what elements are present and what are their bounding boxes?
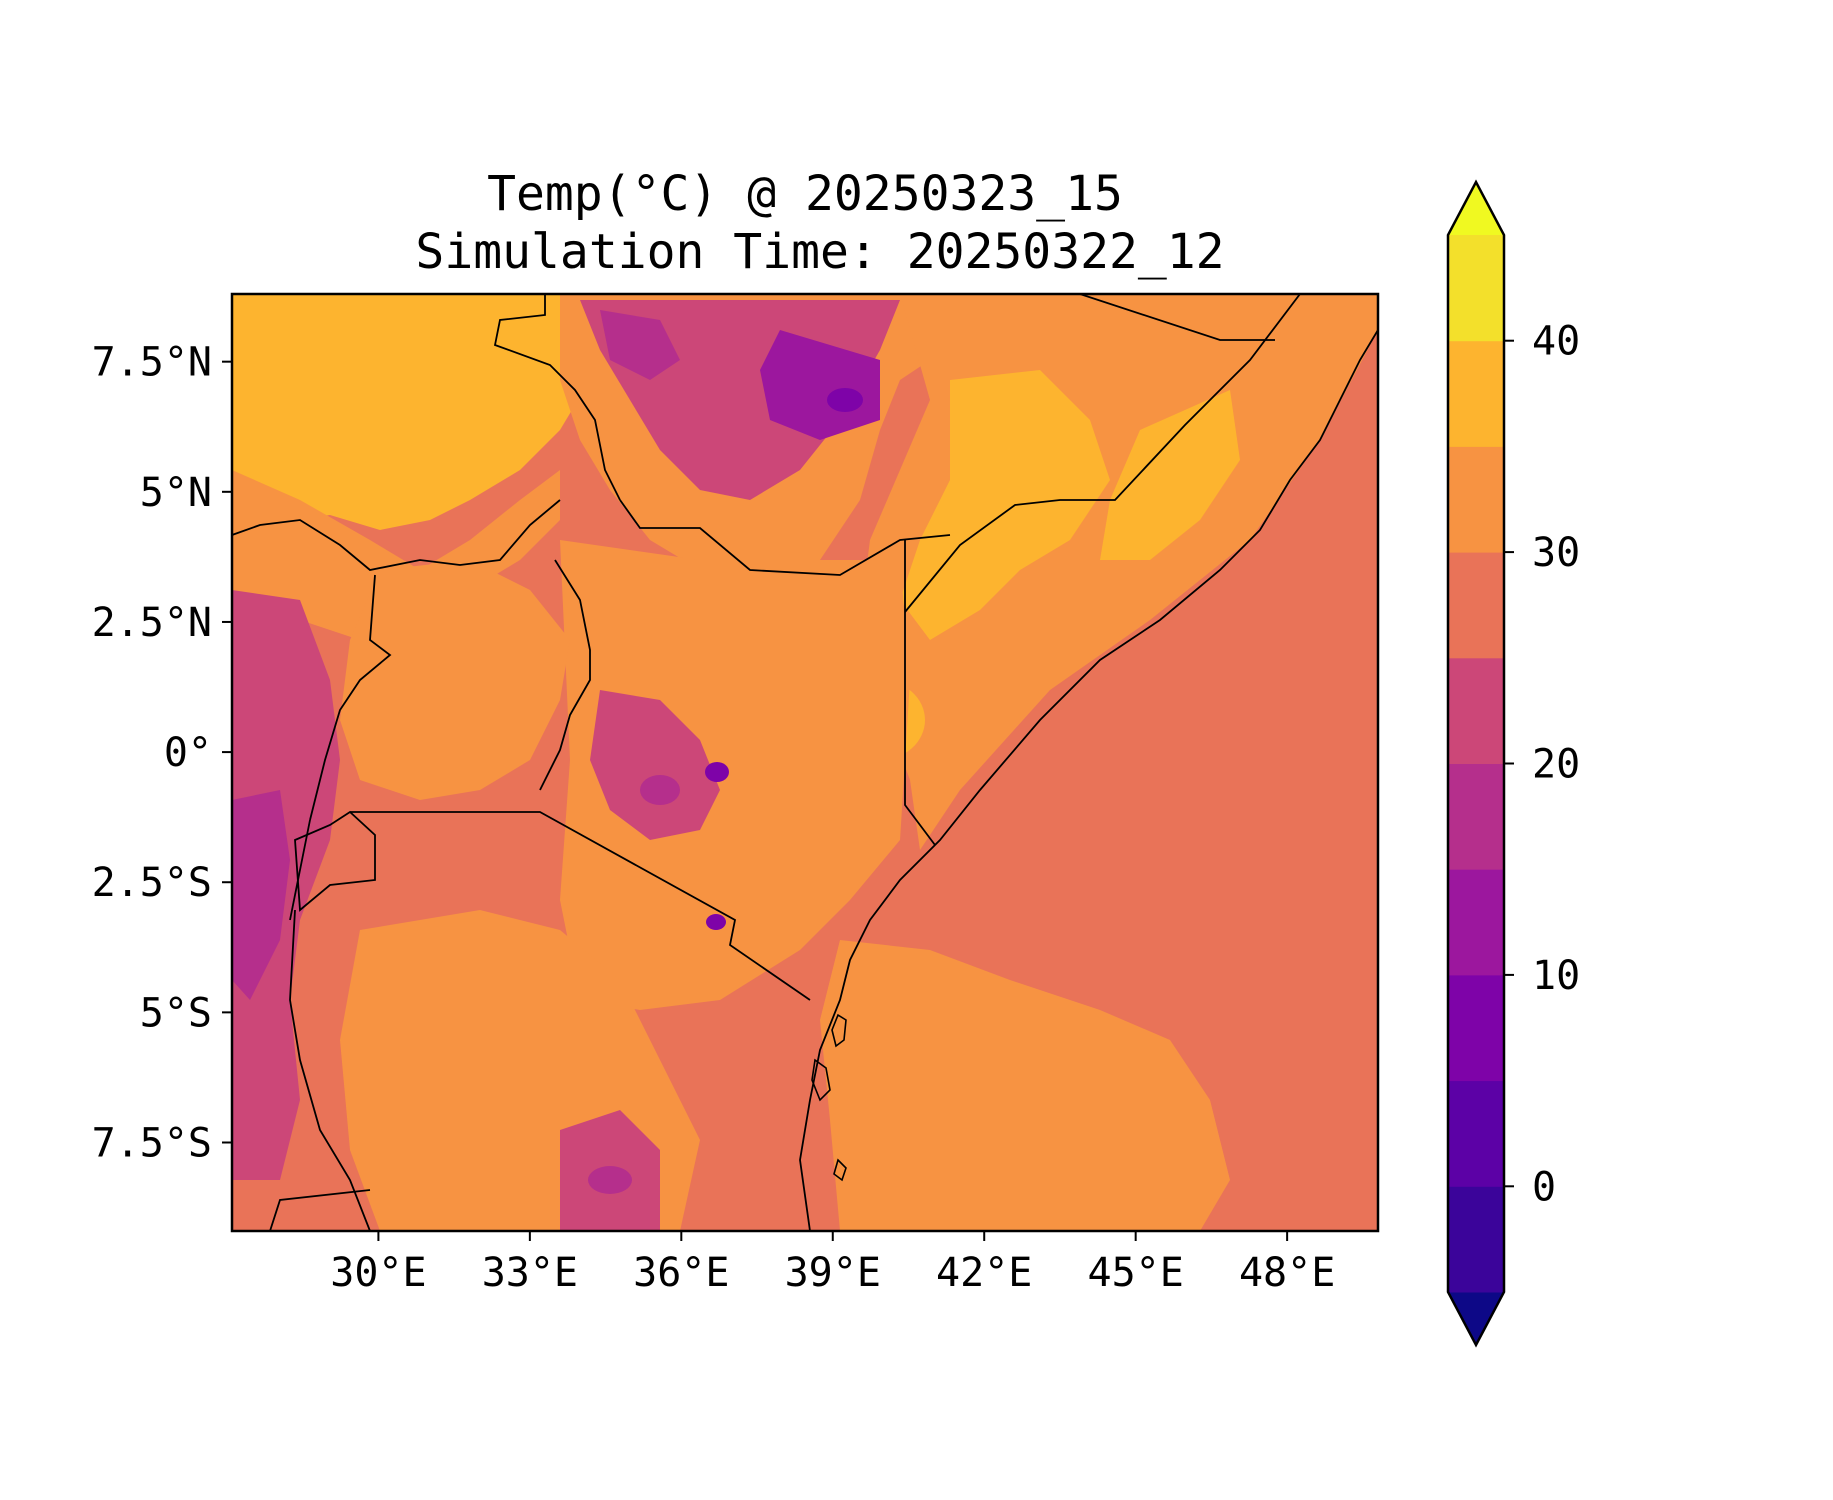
colorbar-bin xyxy=(1448,235,1504,342)
region-tanzania-cold-spot xyxy=(588,1166,632,1194)
border-rwanda-burundi xyxy=(294,810,376,912)
colorbar-tick-label: 30 xyxy=(1532,530,1580,576)
title-line-1: Temp(°C) @ 20250323_15 xyxy=(487,166,1123,222)
colorbar-tick-label: 20 xyxy=(1532,742,1580,788)
lon-tick-label: 39°E xyxy=(785,1250,881,1296)
colorbar-extend-low xyxy=(1448,1292,1504,1345)
border-kenya-ethiopia xyxy=(619,499,951,576)
colorbar-bin xyxy=(1448,552,1504,659)
region-somali-hot-1 xyxy=(900,370,1110,640)
islands xyxy=(811,1013,847,1182)
region-ocean-warm-patch xyxy=(820,940,1230,1231)
lat-tick-label: 0° xyxy=(164,730,212,776)
region-uganda xyxy=(340,560,570,800)
region-western-rift-cool xyxy=(232,790,290,1000)
border-ethiopia-somalia xyxy=(904,294,1301,613)
colorbar-bin xyxy=(1448,869,1504,976)
border-uganda-kenya xyxy=(539,559,591,791)
colorbar: 40 30 20 10 0 xyxy=(1446,179,1580,1348)
lon-tick-label: 45°E xyxy=(1088,1250,1184,1296)
lon-tick-label: 33°E xyxy=(482,1250,578,1296)
colorbar-tick-label: 0 xyxy=(1532,1164,1556,1210)
border-lake-victoria-south xyxy=(350,811,811,1001)
border-kenya-somalia xyxy=(904,540,936,846)
border-zambia xyxy=(269,1189,371,1231)
border-ethiopia-djibouti xyxy=(1079,294,1275,341)
region-sudan-hot xyxy=(232,294,600,530)
region-kenya-highlands-cool xyxy=(640,775,680,805)
lat-tick-label: 7.5°N xyxy=(92,340,212,386)
borders xyxy=(232,294,1378,1231)
border-uganda-west xyxy=(309,574,392,821)
border-tanzania-west xyxy=(289,909,371,1231)
border-drc-west xyxy=(289,819,311,921)
coastline-east-africa xyxy=(799,329,1378,1231)
colorbar-bin xyxy=(1448,763,1504,870)
longitude-axis: 30°E 33°E 36°E 39°E 42°E 45°E 48°E xyxy=(330,1231,1335,1296)
colorbar-outline xyxy=(1446,179,1506,1348)
island-zanzibar xyxy=(811,1058,831,1102)
lon-tick-label: 42°E xyxy=(936,1250,1032,1296)
lat-tick-label: 2.5°S xyxy=(92,860,212,906)
region-ethiopia-cool xyxy=(600,310,680,380)
region-ethiopia-coldest xyxy=(827,388,863,412)
colorbar-extend-high xyxy=(1448,182,1504,235)
region-somali-hot-2 xyxy=(1100,390,1240,560)
lat-tick-label: 5°N xyxy=(140,470,212,516)
colorbar-bin xyxy=(1448,1080,1504,1187)
region-kenya-interior xyxy=(560,540,910,1010)
lon-tick-label: 30°E xyxy=(330,1250,426,1296)
lon-tick-label: 36°E xyxy=(633,1250,729,1296)
lat-tick-label: 5°S xyxy=(140,990,212,1036)
colorbar-tick-label: 10 xyxy=(1532,953,1580,999)
border-south-sudan-north xyxy=(493,294,621,501)
region-south-sudan-warm xyxy=(232,470,560,640)
map-frame xyxy=(230,292,1380,1233)
colorbar-bin xyxy=(1448,1186,1504,1293)
colorbar-bin xyxy=(1448,974,1504,1082)
colorbar-tick-label: 40 xyxy=(1532,319,1580,365)
border-uganda-north xyxy=(232,499,561,571)
colorbar-bin xyxy=(1448,446,1504,553)
colorbar-bin xyxy=(1448,340,1504,447)
region-kenya-highlands xyxy=(590,690,720,840)
latitude-axis: 7.5°N 5°N 2.5°N 0° 2.5°S 5°S 7.5°S xyxy=(92,340,232,1167)
colorbar-bin xyxy=(1448,657,1504,764)
region-mt-kenya xyxy=(705,762,729,782)
island-pemba xyxy=(831,1013,847,1048)
lat-tick-label: 7.5°S xyxy=(92,1121,212,1167)
region-kilimanjaro xyxy=(706,914,726,930)
island-mafia xyxy=(833,1158,847,1182)
region-ethiopia-cold xyxy=(760,330,880,440)
title-line-2: Simulation Time: 20250322_12 xyxy=(415,224,1224,280)
lon-tick-label: 48°E xyxy=(1239,1250,1335,1296)
temperature-map xyxy=(232,294,1378,1231)
lat-tick-label: 2.5°N xyxy=(92,600,212,646)
